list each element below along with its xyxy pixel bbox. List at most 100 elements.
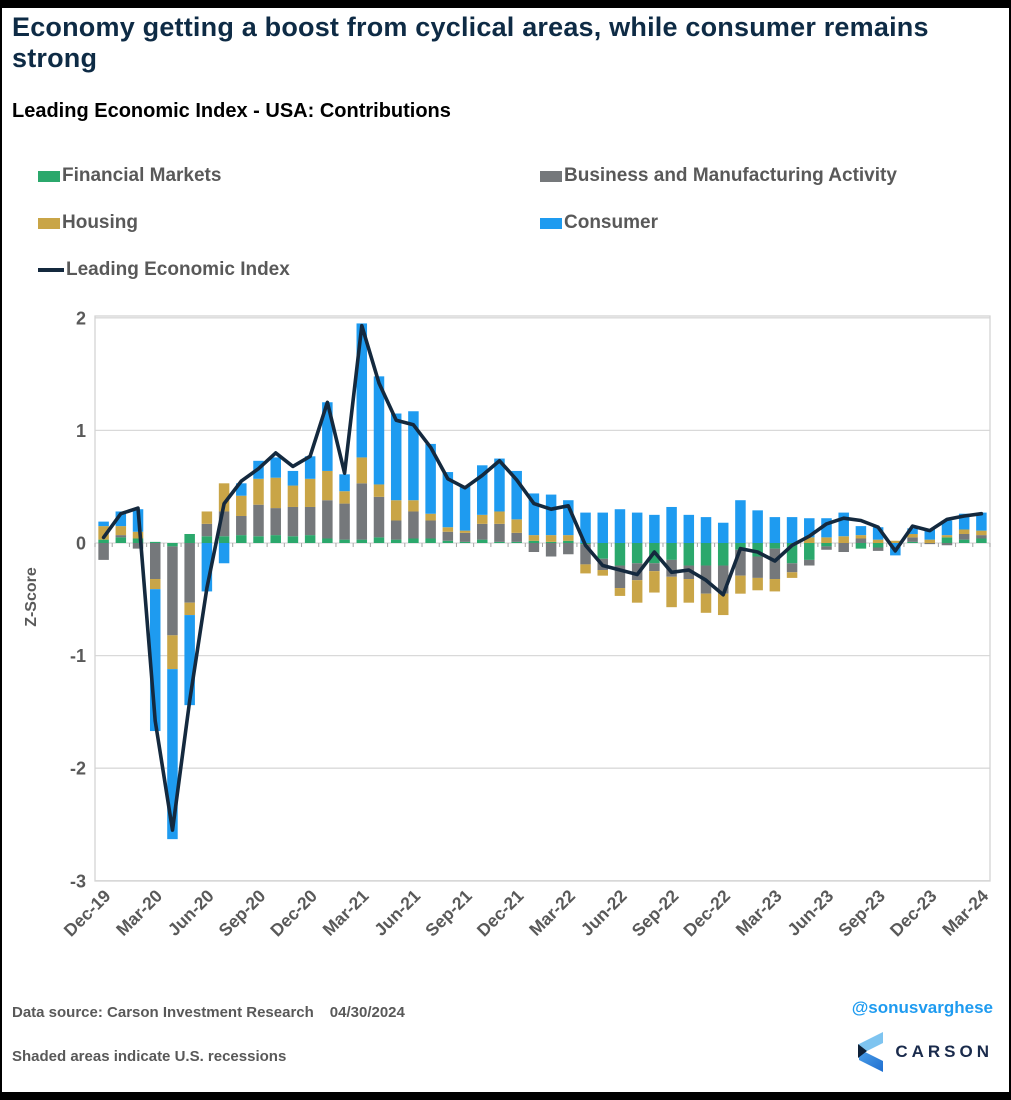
- bar-segment: [98, 521, 109, 527]
- bar-segment: [872, 543, 884, 548]
- bar-segment: [976, 512, 987, 531]
- bar-segment: [270, 457, 281, 478]
- bar-segment: [666, 576, 677, 608]
- page-title: Economy getting a boost from cyclical ar…: [12, 12, 929, 73]
- x-tick-label: Mar-21: [319, 886, 373, 940]
- bar-segment: [270, 508, 281, 536]
- legend-label-financial-markets: Financial Markets: [62, 165, 222, 186]
- twitter-handle[interactable]: @sonusvarghese: [851, 998, 993, 1017]
- bar-segment: [425, 513, 436, 521]
- bar-segment: [167, 543, 178, 547]
- bar-segment: [907, 541, 918, 543]
- bar-segment: [752, 543, 763, 557]
- bar-segment: [477, 465, 488, 515]
- bar-segment: [511, 541, 522, 543]
- bar-segment: [201, 536, 213, 543]
- bar-segment: [218, 483, 230, 512]
- legend-swatch-consumer: [540, 217, 562, 229]
- bar-segment: [149, 543, 161, 580]
- bar-segment: [735, 575, 746, 594]
- x-tick-label: Sep-21: [421, 885, 476, 940]
- bar-segment: [786, 563, 798, 573]
- legend-swatch-financial-markets: [38, 170, 60, 182]
- bar-segment: [821, 543, 832, 547]
- bar-segment: [373, 484, 385, 497]
- bar-segment: [115, 511, 127, 527]
- bar-segment: [270, 477, 281, 509]
- bar-segment: [563, 543, 574, 555]
- bar-segment: [442, 531, 454, 541]
- bar-segment: [218, 511, 230, 537]
- bar-segment: [201, 523, 213, 537]
- bar-segment: [442, 527, 454, 532]
- bar-segment: [339, 503, 350, 540]
- legend-item-financial-markets[interactable]: Financial Markets: [38, 165, 221, 187]
- bar-segment: [201, 543, 213, 592]
- bar-segment: [304, 456, 316, 479]
- bar-segment: [287, 470, 299, 486]
- bar-segment: [528, 540, 540, 543]
- y-tick-label: 1: [76, 421, 86, 441]
- bar-segment: [941, 537, 953, 543]
- bar-segment: [580, 544, 591, 565]
- bar-segment: [631, 543, 643, 564]
- bar-segment: [855, 526, 867, 536]
- bar-segment: [373, 537, 385, 543]
- bar-segment: [649, 571, 660, 593]
- bar-segment: [322, 402, 333, 471]
- x-tick-label: Mar-23: [732, 886, 786, 940]
- legend-item-consumer[interactable]: Consumer: [540, 212, 658, 234]
- y-tick-label: -1: [70, 646, 86, 666]
- x-tick-label: Mar-24: [938, 886, 992, 940]
- bar-segment: [941, 543, 953, 546]
- bar-segment: [735, 500, 746, 543]
- lei-line: [101, 323, 984, 832]
- legend-label-lei: Leading Economic Index: [66, 259, 290, 280]
- bar-segment: [907, 537, 918, 542]
- bar-segment: [494, 541, 505, 543]
- bar-segment: [167, 635, 178, 670]
- bar-segment: [545, 494, 557, 536]
- bar-segment: [683, 579, 695, 603]
- bar-segment: [184, 533, 195, 543]
- legend-item-business-activity[interactable]: Business and Manufacturing Activity: [540, 165, 897, 187]
- bar-segment: [614, 588, 626, 596]
- plot-border: [94, 315, 991, 882]
- bar-segment: [631, 580, 643, 603]
- bar-segment: [184, 615, 195, 706]
- bar-segment: [580, 512, 591, 543]
- bar-segment: [666, 506, 677, 543]
- bar-segment: [700, 517, 712, 543]
- bar-segment: [390, 539, 402, 543]
- bar-segment: [390, 500, 402, 521]
- bar-segment: [494, 523, 505, 542]
- y-axis-title: Z-Score: [23, 567, 40, 627]
- bar-segment: [184, 602, 195, 616]
- bar-segment: [649, 514, 660, 543]
- legend-label-housing: Housing: [62, 212, 138, 233]
- bar-segment: [752, 577, 763, 591]
- bar-segment: [666, 543, 677, 560]
- bar-segment: [390, 413, 402, 501]
- bar-segment: [322, 538, 333, 543]
- bar-segment: [459, 530, 471, 533]
- legend-swatch-business-activity: [540, 170, 562, 182]
- legend-item-lei[interactable]: Leading Economic Index: [38, 259, 290, 281]
- bar-segment: [442, 472, 454, 528]
- bar-segment: [597, 512, 608, 543]
- bar-segment: [322, 470, 333, 501]
- bar-segment: [132, 538, 144, 543]
- bar-segment: [976, 538, 987, 543]
- bar-segment: [408, 538, 419, 543]
- bar-segment: [735, 549, 746, 576]
- bar-segment: [528, 535, 540, 541]
- legend-label-consumer: Consumer: [564, 212, 658, 233]
- x-tick-label: Jun-20: [164, 885, 218, 939]
- bar-segment: [838, 543, 849, 553]
- bar-segment: [511, 532, 522, 542]
- legend-item-housing[interactable]: Housing: [38, 212, 138, 234]
- bar-segment: [958, 513, 970, 530]
- bar-segment: [236, 535, 247, 543]
- bar-segment: [924, 543, 936, 545]
- bar-segment: [390, 520, 402, 540]
